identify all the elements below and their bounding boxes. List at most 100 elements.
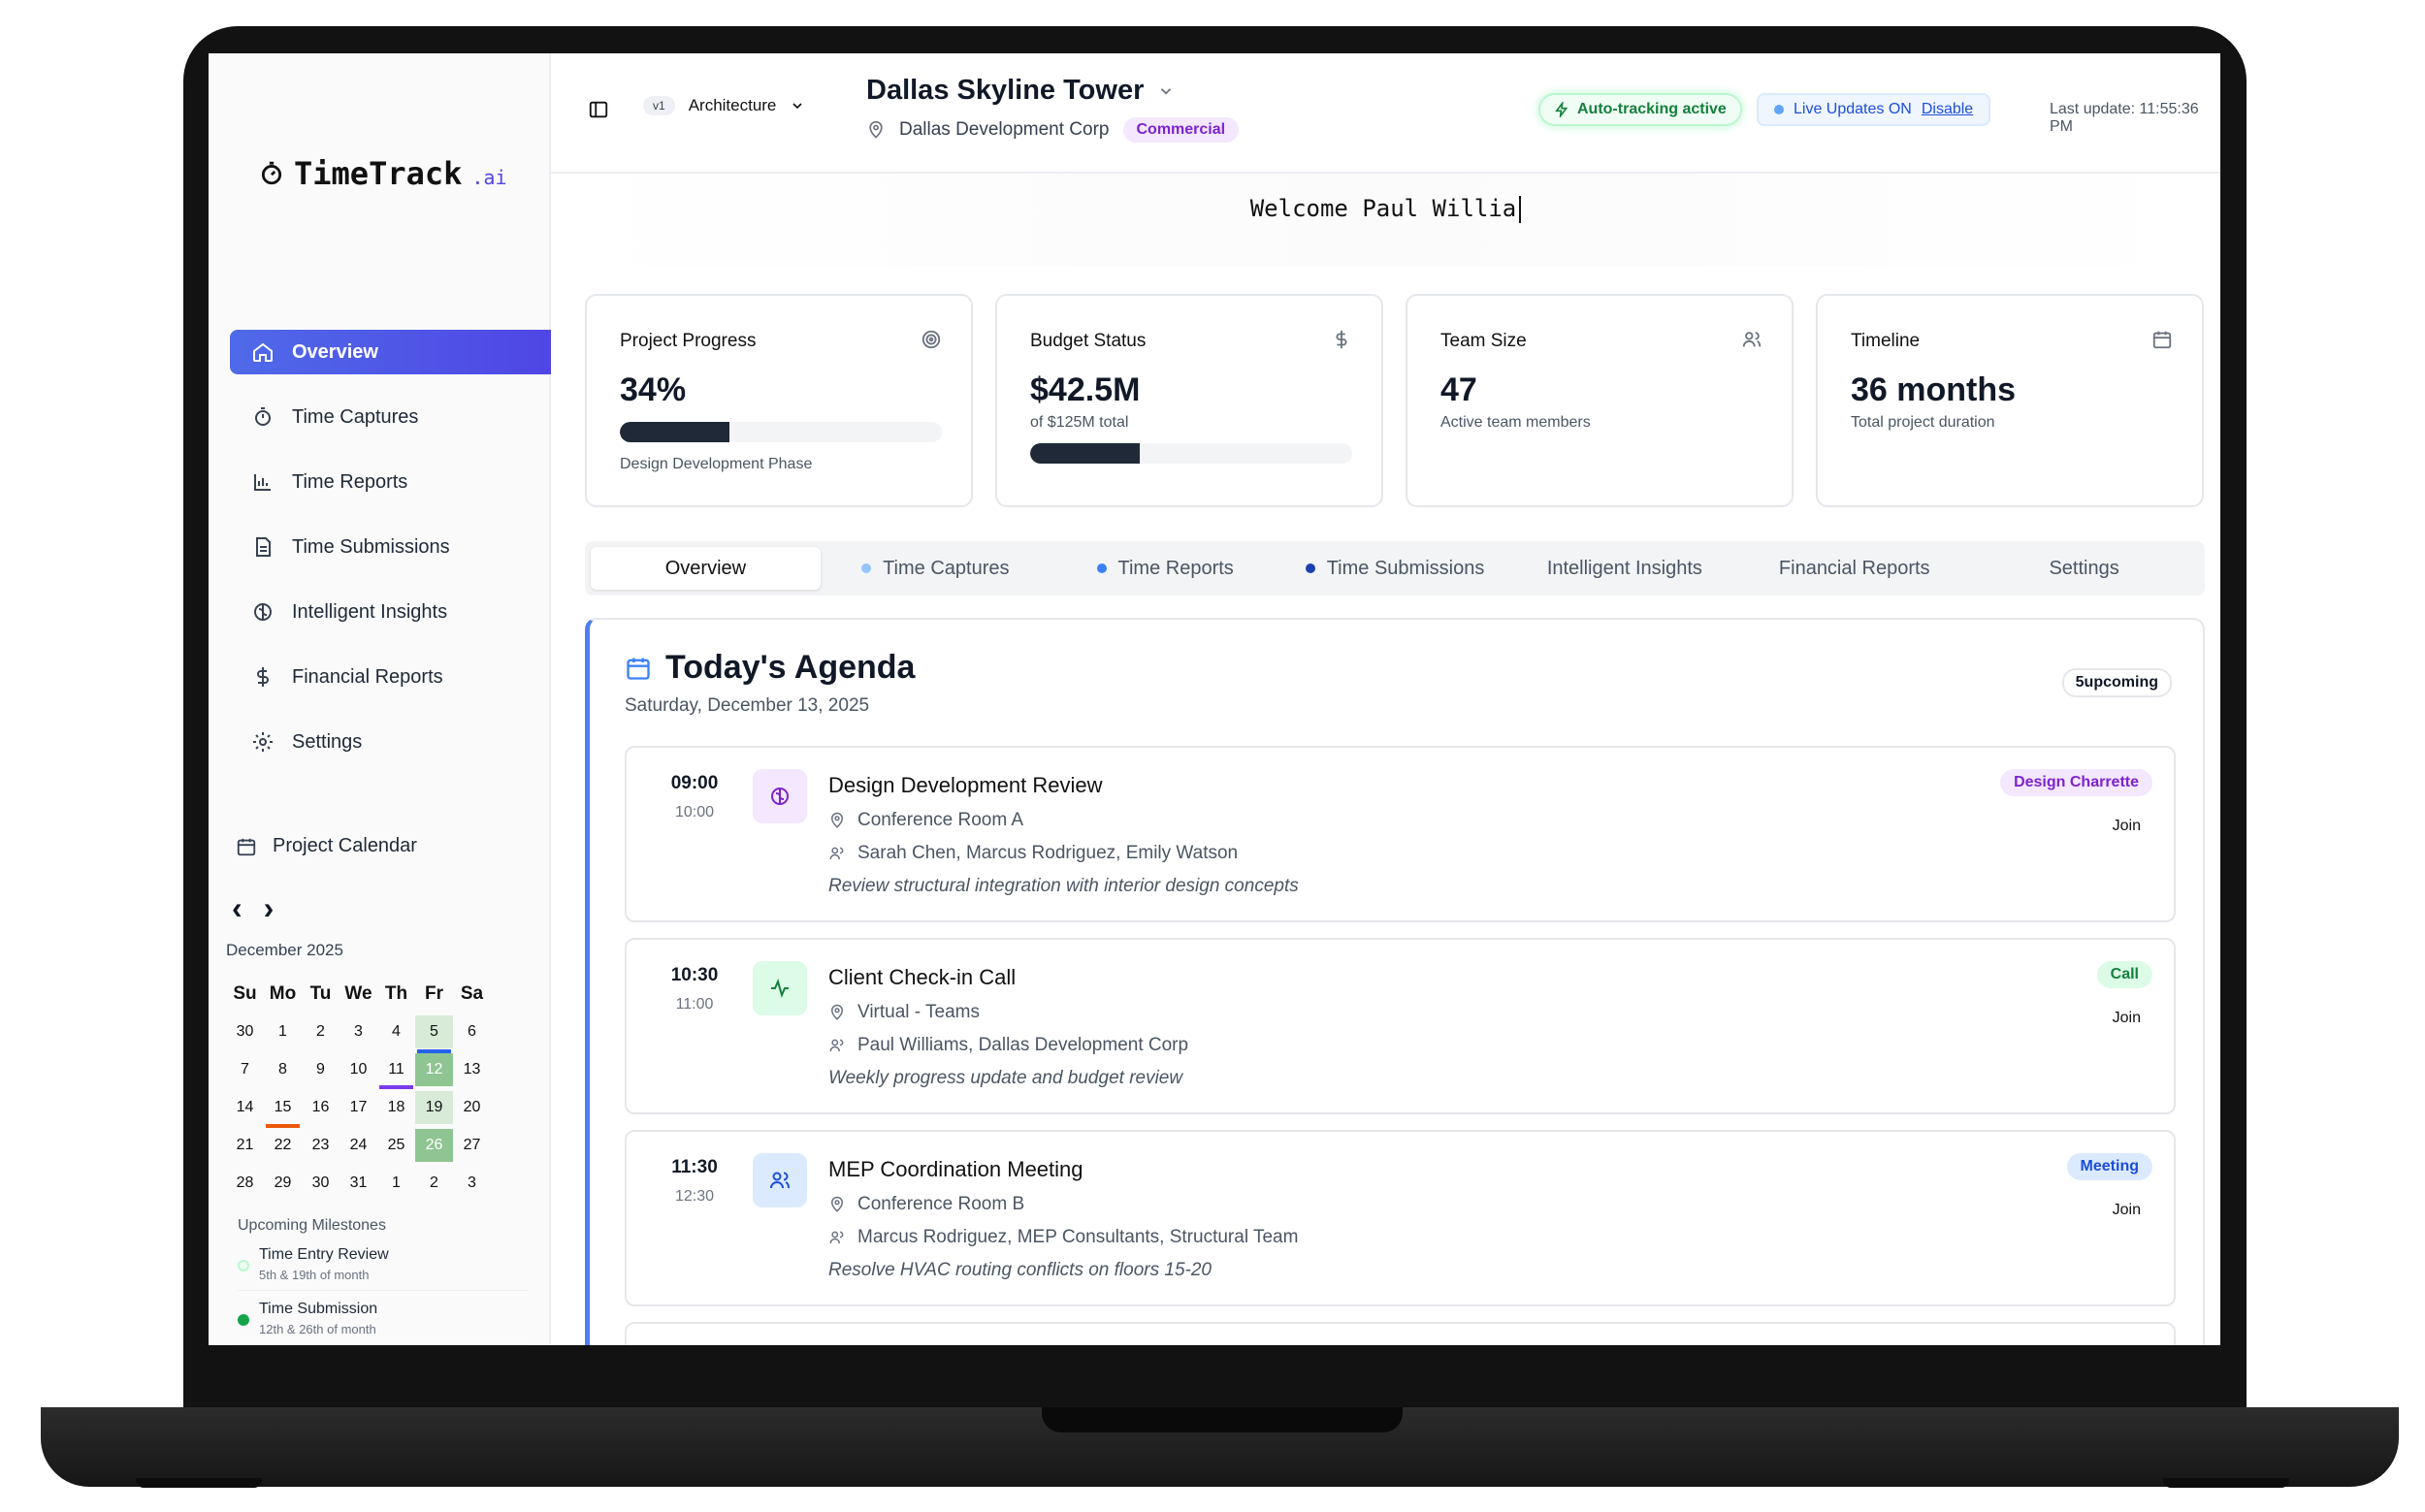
- milestone-item[interactable]: Time Entry Review 5th & 19th of month: [238, 1246, 529, 1291]
- calendar-day[interactable]: 2: [430, 1174, 438, 1191]
- calendar-day[interactable]: 22: [274, 1136, 292, 1153]
- agenda-event[interactable]: 11:30 12:30 MEP Coordination Meeting Con…: [625, 1130, 2176, 1306]
- tab-time-captures[interactable]: Time Captures: [821, 547, 1051, 590]
- calendar-day[interactable]: 13: [463, 1060, 481, 1078]
- chevron-right-icon[interactable]: ›: [263, 890, 275, 925]
- laptop-foot-left: [136, 1478, 262, 1488]
- project-calendar-header[interactable]: Project Calendar: [236, 835, 417, 857]
- agenda-event-partial[interactable]: [625, 1322, 2176, 1345]
- calendar-day[interactable]: 3: [354, 1022, 363, 1040]
- app-logo[interactable]: TimeTrack .ai: [259, 155, 507, 192]
- calendar-day[interactable]: 11: [377, 1053, 415, 1089]
- sidebar-item-time-captures[interactable]: Time Captures: [230, 395, 551, 439]
- welcome-banner: Welcome Paul Willia: [551, 174, 2220, 267]
- calendar-day[interactable]: 15: [264, 1091, 302, 1128]
- tab-overview[interactable]: Overview: [591, 547, 821, 590]
- calendar-day[interactable]: 29: [274, 1174, 292, 1191]
- sidebar-item-time-reports[interactable]: Time Reports: [230, 460, 551, 504]
- users-icon: [829, 1231, 844, 1244]
- calendar-day[interactable]: 8: [278, 1060, 287, 1078]
- sidebar-item-settings[interactable]: Settings: [230, 720, 551, 764]
- auto-tracking-label: Auto-tracking active: [1577, 101, 1727, 117]
- tab-dot-icon: [1305, 563, 1315, 573]
- sidebar-toggle-icon[interactable]: [588, 99, 609, 125]
- stat-sub: Active team members: [1440, 414, 1591, 431]
- join-button[interactable]: Join: [2112, 1010, 2141, 1026]
- calendar-icon: [627, 658, 650, 680]
- sidebar-item-intelligent-insights[interactable]: Intelligent Insights: [230, 590, 551, 634]
- event-end: 10:00: [674, 804, 715, 820]
- stat-sub: Total project duration: [1851, 414, 1995, 431]
- map-pin-icon: [830, 1196, 844, 1212]
- tab-intelligent-insights[interactable]: Intelligent Insights: [1509, 547, 1739, 590]
- agenda-event[interactable]: 10:30 11:00 Client Check-in Call Virtual…: [625, 938, 2176, 1114]
- calendar-day[interactable]: 28: [236, 1174, 254, 1191]
- calendar-dow: Tu: [309, 982, 332, 1004]
- tab-settings[interactable]: Settings: [1969, 547, 2199, 590]
- map-pin-icon: [830, 1004, 844, 1020]
- calendar-day[interactable]: 3: [468, 1174, 476, 1191]
- calendar-day[interactable]: 10: [349, 1060, 368, 1078]
- milestone-sub: 5th & 19th of month: [259, 1268, 370, 1282]
- stat-label: Project Progress: [620, 331, 757, 351]
- calendar-day[interactable]: 20: [463, 1098, 481, 1115]
- chevron-left-icon[interactable]: ‹: [232, 890, 242, 925]
- auto-tracking-badge[interactable]: Auto-tracking active: [1538, 93, 1742, 126]
- calendar-grid: Su Mo Tu We Th Fr Sa 30 1 2 3 4 5 6: [226, 975, 498, 1202]
- calendar-day[interactable]: 17: [349, 1098, 368, 1115]
- calendar-day[interactable]: 23: [311, 1136, 330, 1153]
- calendar-day[interactable]: 30: [311, 1174, 330, 1191]
- stat-card-team-size: Team Size 47 Active team members: [1406, 294, 1794, 507]
- sidebar-item-overview[interactable]: Overview: [230, 330, 551, 374]
- milestone-sub: 12th & 26th of month: [259, 1322, 376, 1336]
- calendar-day[interactable]: 9: [316, 1060, 325, 1078]
- calendar-day[interactable]: 30: [236, 1022, 254, 1040]
- tab-label: Time Captures: [883, 557, 1010, 579]
- project-selector[interactable]: Dallas Skyline Tower: [866, 75, 1175, 107]
- tab-label: Time Reports: [1117, 557, 1234, 579]
- agenda-event[interactable]: 09:00 10:00 Design Development Review Co…: [625, 746, 2176, 922]
- calendar-day[interactable]: 21: [236, 1136, 254, 1153]
- calendar-day[interactable]: 24: [349, 1136, 368, 1153]
- calendar-day[interactable]: 4: [392, 1022, 401, 1040]
- disable-link[interactable]: Disable: [1921, 101, 1974, 117]
- calendar-day[interactable]: 18: [387, 1098, 405, 1115]
- tab-financial-reports[interactable]: Financial Reports: [1739, 547, 1969, 590]
- calendar-day[interactable]: 19: [415, 1090, 453, 1124]
- event-note: Review structural integration with inter…: [828, 876, 1299, 896]
- calendar-day[interactable]: 16: [311, 1098, 330, 1115]
- calendar-month: December 2025: [226, 941, 343, 959]
- stat-label: Timeline: [1851, 331, 1921, 351]
- calendar-day[interactable]: 26: [415, 1128, 453, 1162]
- live-updates-label: Live Updates ON: [1794, 101, 1912, 117]
- tab-time-submissions[interactable]: Time Submissions: [1280, 547, 1510, 590]
- calendar-day[interactable]: 1: [278, 1022, 287, 1040]
- tab-label: Time Submissions: [1326, 557, 1485, 579]
- tab-time-reports[interactable]: Time Reports: [1051, 547, 1280, 590]
- calendar-day[interactable]: 7: [241, 1060, 249, 1078]
- version-selector[interactable]: v1 Architecture: [643, 96, 805, 115]
- calendar-day[interactable]: 14: [236, 1098, 254, 1115]
- main-tabs: Overview Time Captures Time Reports Time…: [585, 541, 2205, 595]
- calendar-day-selected[interactable]: 12: [415, 1048, 453, 1086]
- calendar-dow: We: [344, 982, 372, 1004]
- calendar-icon: [2152, 331, 2172, 349]
- join-button[interactable]: Join: [2112, 1202, 2141, 1218]
- app-screen: TimeTrack .ai Overview Time Captures Time…: [209, 53, 2220, 1345]
- calendar-day[interactable]: 1: [392, 1174, 401, 1191]
- sidebar-item-time-submissions[interactable]: Time Submissions: [230, 525, 551, 569]
- calendar-day[interactable]: 2: [316, 1022, 325, 1040]
- stat-value: 34%: [620, 371, 687, 408]
- calendar-day[interactable]: 27: [463, 1136, 481, 1153]
- event-location-text: Virtual - Teams: [857, 1002, 981, 1022]
- sidebar-item-label: Time Captures: [292, 405, 419, 428]
- calendar-day[interactable]: 25: [387, 1136, 405, 1153]
- milestone-item[interactable]: Time Submission 12th & 26th of month: [238, 1301, 529, 1345]
- calendar-day[interactable]: 5: [415, 1014, 453, 1048]
- join-button[interactable]: Join: [2112, 818, 2141, 834]
- users-icon: [753, 1153, 807, 1207]
- todays-agenda: Today's Agenda Saturday, December 13, 20…: [585, 618, 2205, 1345]
- sidebar-item-financial-reports[interactable]: Financial Reports: [230, 655, 551, 699]
- calendar-day[interactable]: 31: [349, 1174, 368, 1191]
- calendar-day[interactable]: 6: [468, 1022, 476, 1040]
